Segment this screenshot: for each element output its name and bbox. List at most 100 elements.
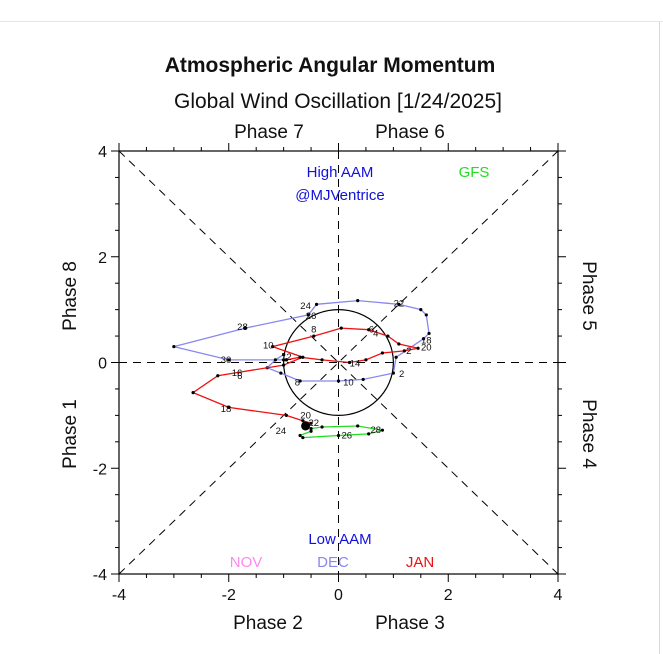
series-point-gfs <box>336 433 341 438</box>
series-point-jan <box>339 326 343 330</box>
series-point-jan <box>284 413 288 417</box>
x-tick-label: 0 <box>334 587 343 604</box>
series-line-dec <box>173 299 430 382</box>
y-tick-label: -4 <box>93 567 107 584</box>
gfs-label: GFS <box>459 164 490 181</box>
series-point-dec <box>306 313 310 317</box>
author-handle: @MJVentrice <box>295 187 384 204</box>
series-point-dec <box>279 371 283 375</box>
series-point-dec <box>227 358 231 362</box>
series-point-dec <box>282 352 286 357</box>
phase-label-top-right: Phase 6 <box>375 122 445 143</box>
series-point-jan <box>284 358 288 362</box>
series-point-gfs <box>309 426 313 431</box>
series-point-jan <box>282 363 286 367</box>
series-point-jan <box>312 334 316 338</box>
series-point-jan <box>271 345 275 349</box>
day-label-dec: 30 <box>221 355 232 366</box>
y-tick-label: 0 <box>98 356 107 373</box>
day-label-dec: 18 <box>421 335 432 346</box>
series-point-gfs <box>301 435 305 440</box>
phase-label-right-top: Phase 5 <box>578 261 599 331</box>
phase-label-top-left: Phase 7 <box>234 122 304 143</box>
series-point-jan <box>320 358 324 362</box>
series-point-dec <box>282 358 286 362</box>
phase-label-left-top: Phase 8 <box>60 261 81 331</box>
day-label-jan: 24 <box>276 426 287 437</box>
phase-label-bottom-left: Phase 2 <box>233 613 303 634</box>
series-point-jan <box>364 358 368 362</box>
top-divider <box>0 21 663 22</box>
chart-subtitle: Global Wind Oscillation [1/24/2025] <box>174 90 502 113</box>
series-point-jan <box>347 360 352 365</box>
day-label-dec: 2 <box>399 369 404 380</box>
series-point-jan <box>380 351 384 355</box>
day-label-jan: 8 <box>311 325 316 336</box>
series-point-dec <box>391 371 395 375</box>
series-point-dec <box>172 345 176 349</box>
series-point-gfs <box>356 424 360 428</box>
month-legend-nov: NOV <box>230 554 263 571</box>
day-label-gfs: 26 <box>341 430 352 441</box>
series-point-gfs <box>298 433 302 438</box>
series-point-jan <box>301 419 305 423</box>
series-point-dec <box>427 331 431 336</box>
day-label-dec: 28 <box>237 322 248 333</box>
day-label-dec: 6 <box>237 371 242 382</box>
series-point-gfs <box>367 432 371 436</box>
x-tick-label: 2 <box>444 587 453 604</box>
right-divider <box>659 22 660 654</box>
month-legend-jan: JAN <box>406 554 434 571</box>
day-label-dec: 22 <box>394 298 405 309</box>
series-point-jan <box>402 349 406 353</box>
series-point-dec <box>394 355 398 359</box>
day-label-dec: 20 <box>421 343 432 354</box>
series-point-jan <box>298 355 302 359</box>
diagonal-divider-2 <box>118 150 559 575</box>
phase-label-right-bottom: Phase 4 <box>578 399 599 469</box>
day-label-jan: 6 <box>369 325 374 336</box>
series-point-dec <box>424 313 428 317</box>
series-point-gfs <box>380 428 384 432</box>
day-label-jan: 20 <box>300 410 311 421</box>
series-point-jan <box>386 334 390 338</box>
y-tick-label: 2 <box>98 250 107 267</box>
chart-title: Atmospheric Angular Momentum <box>165 54 496 77</box>
x-tick-label: -2 <box>222 587 236 604</box>
series-point-dec <box>361 377 365 382</box>
day-label-jan: 14 <box>350 359 361 370</box>
x-tick-label: 4 <box>554 587 563 604</box>
series-point-jan <box>367 328 371 332</box>
series-point-dec <box>273 358 277 362</box>
series-point-dec <box>419 308 423 312</box>
day-label-jan: 2 <box>406 346 411 357</box>
series-point-dec <box>356 299 360 303</box>
day-label-dec: 8 <box>295 378 300 389</box>
day-label-jan: 10 <box>263 341 274 352</box>
current-position-marker <box>301 421 311 431</box>
phase-label-bottom-right: Phase 3 <box>375 613 445 634</box>
series-point-dec <box>397 302 401 306</box>
series-point-jan <box>301 355 305 359</box>
day-label-dec: 10 <box>343 378 354 389</box>
series-point-dec <box>298 379 302 383</box>
diagonal-divider-1 <box>118 150 559 575</box>
phase-label-left-bottom: Phase 1 <box>60 399 81 469</box>
day-label-jan: 16 <box>232 368 243 379</box>
day-label-jan: 12 <box>281 352 292 363</box>
high-aam-label: High AAM <box>307 164 374 181</box>
day-label-jan: 18 <box>221 404 232 415</box>
series-point-jan <box>227 405 231 410</box>
day-label-gfs: 28 <box>371 425 382 436</box>
day-label-dec: 26 <box>306 311 317 322</box>
series-point-jan <box>191 391 195 395</box>
series-point-gfs <box>320 425 324 429</box>
day-label-jan: 22 <box>309 418 320 429</box>
day-label-jan: 4 <box>373 328 378 339</box>
series-point-jan <box>309 421 313 425</box>
series-point-dec <box>336 379 341 383</box>
day-label-dec: 24 <box>300 301 311 312</box>
series-point-jan <box>397 342 401 346</box>
y-tick-label: -2 <box>93 461 107 478</box>
